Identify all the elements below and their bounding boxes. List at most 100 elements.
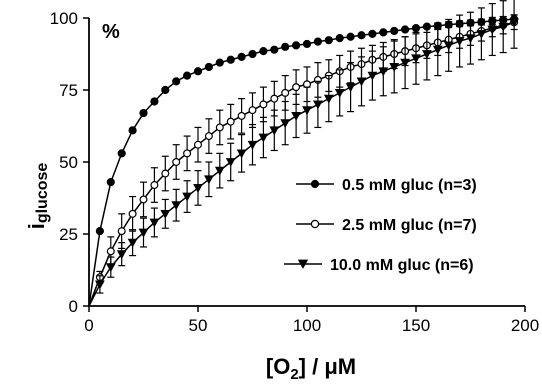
data-point [346, 32, 355, 41]
data-point [302, 106, 312, 116]
y-axis-title: iglucose [24, 163, 51, 230]
data-point [128, 126, 137, 135]
data-point [357, 31, 366, 40]
data-point [302, 39, 312, 49]
x-tick-label: 50 [189, 316, 208, 335]
data-point [379, 28, 388, 37]
data-point [411, 23, 421, 33]
data-point [225, 158, 236, 168]
legend-marker-filled-circle [310, 179, 320, 189]
series-line-2 [88, 21, 515, 307]
data-point [215, 123, 224, 132]
data-point [292, 41, 301, 50]
data-point [432, 45, 443, 55]
y-tick-label: 50 [59, 153, 78, 172]
series-2 [88, 0, 519, 307]
data-point [95, 280, 105, 290]
legend-label-1: 2.5 mM gluc (n=7) [342, 217, 477, 234]
data-point [270, 45, 279, 54]
data-point [193, 184, 203, 193]
data-point [237, 52, 246, 61]
data-point [443, 41, 454, 51]
x-tick-label: 100 [293, 316, 321, 335]
data-point [259, 47, 268, 56]
data-point [139, 195, 148, 204]
legend-marker-open-circle [310, 219, 320, 229]
y-tick-label: 0 [69, 297, 78, 316]
data-point [323, 94, 334, 104]
data-point [248, 49, 257, 59]
data-point [161, 169, 170, 178]
data-point [400, 58, 410, 68]
data-point [291, 112, 301, 121]
y-ticks: 0 25 50 75 100 [50, 9, 89, 316]
data-point [161, 85, 170, 95]
data-point [390, 26, 399, 36]
data-point [465, 34, 476, 44]
x-axis-title-rest: ] / μM [299, 354, 356, 379]
data-point [183, 71, 192, 80]
data-point [172, 77, 181, 86]
data-point [204, 175, 214, 185]
data-point [127, 238, 138, 248]
data-point [367, 71, 378, 81]
x-axis-title-main: [O [266, 354, 290, 379]
data-point [117, 149, 126, 158]
data-point [106, 247, 115, 256]
data-point [334, 88, 345, 98]
data-point [335, 34, 344, 43]
data-point [270, 94, 279, 103]
y-unit-annotation: % [102, 21, 120, 43]
legend-item-1: 2.5 mM gluc (n=7) [296, 217, 477, 234]
y-axis-title-sub: glucose [34, 163, 51, 224]
data-point [454, 37, 465, 47]
data-point [160, 209, 171, 219]
series-line-0 [88, 18, 515, 307]
x-tick-label: 150 [402, 316, 430, 335]
data-point [422, 50, 432, 60]
data-point [215, 58, 224, 67]
data-point [194, 140, 203, 149]
x-axis-title-sub: 2 [290, 366, 298, 383]
data-point [149, 218, 160, 228]
data-point [226, 117, 235, 126]
legend: 0.5 mM gluc (n=3) 2.5 mM gluc (n=7) 10.0… [284, 177, 477, 274]
data-point [139, 108, 148, 118]
data-point [150, 97, 159, 106]
legend-item-2: 10.0 mM gluc (n=6) [284, 257, 474, 274]
data-point [150, 181, 159, 190]
data-point [509, 18, 519, 28]
data-point [182, 192, 192, 202]
data-point [138, 228, 149, 238]
data-point [116, 250, 127, 260]
x-tick-label: 200 [511, 316, 539, 335]
data-point [204, 132, 213, 141]
data-point [117, 227, 126, 236]
legend-item-0: 0.5 mM gluc (n=3) [296, 177, 477, 194]
legend-marker-triangle [297, 259, 309, 269]
legend-label-0: 0.5 mM gluc (n=3) [342, 177, 477, 194]
data-point [236, 149, 247, 159]
data-point [183, 149, 192, 158]
data-point [313, 100, 323, 110]
data-point [128, 209, 137, 218]
data-point [389, 63, 400, 72]
data-point [476, 29, 487, 39]
data-point [498, 22, 509, 32]
y-tick-label: 25 [59, 225, 78, 244]
data-point [269, 126, 280, 136]
data-point [214, 166, 225, 176]
data-point [259, 100, 268, 109]
data-point [95, 227, 105, 236]
data-point [171, 201, 182, 211]
data-point [172, 158, 181, 167]
x-axis-title: [O2] / μM [266, 354, 356, 383]
y-axis-title-main: i [24, 223, 49, 229]
data-point [324, 36, 333, 45]
data-point [248, 106, 257, 115]
data-point [345, 83, 356, 93]
x-tick-label: 0 [84, 316, 93, 335]
data-point [281, 42, 290, 51]
data-point [105, 263, 116, 273]
